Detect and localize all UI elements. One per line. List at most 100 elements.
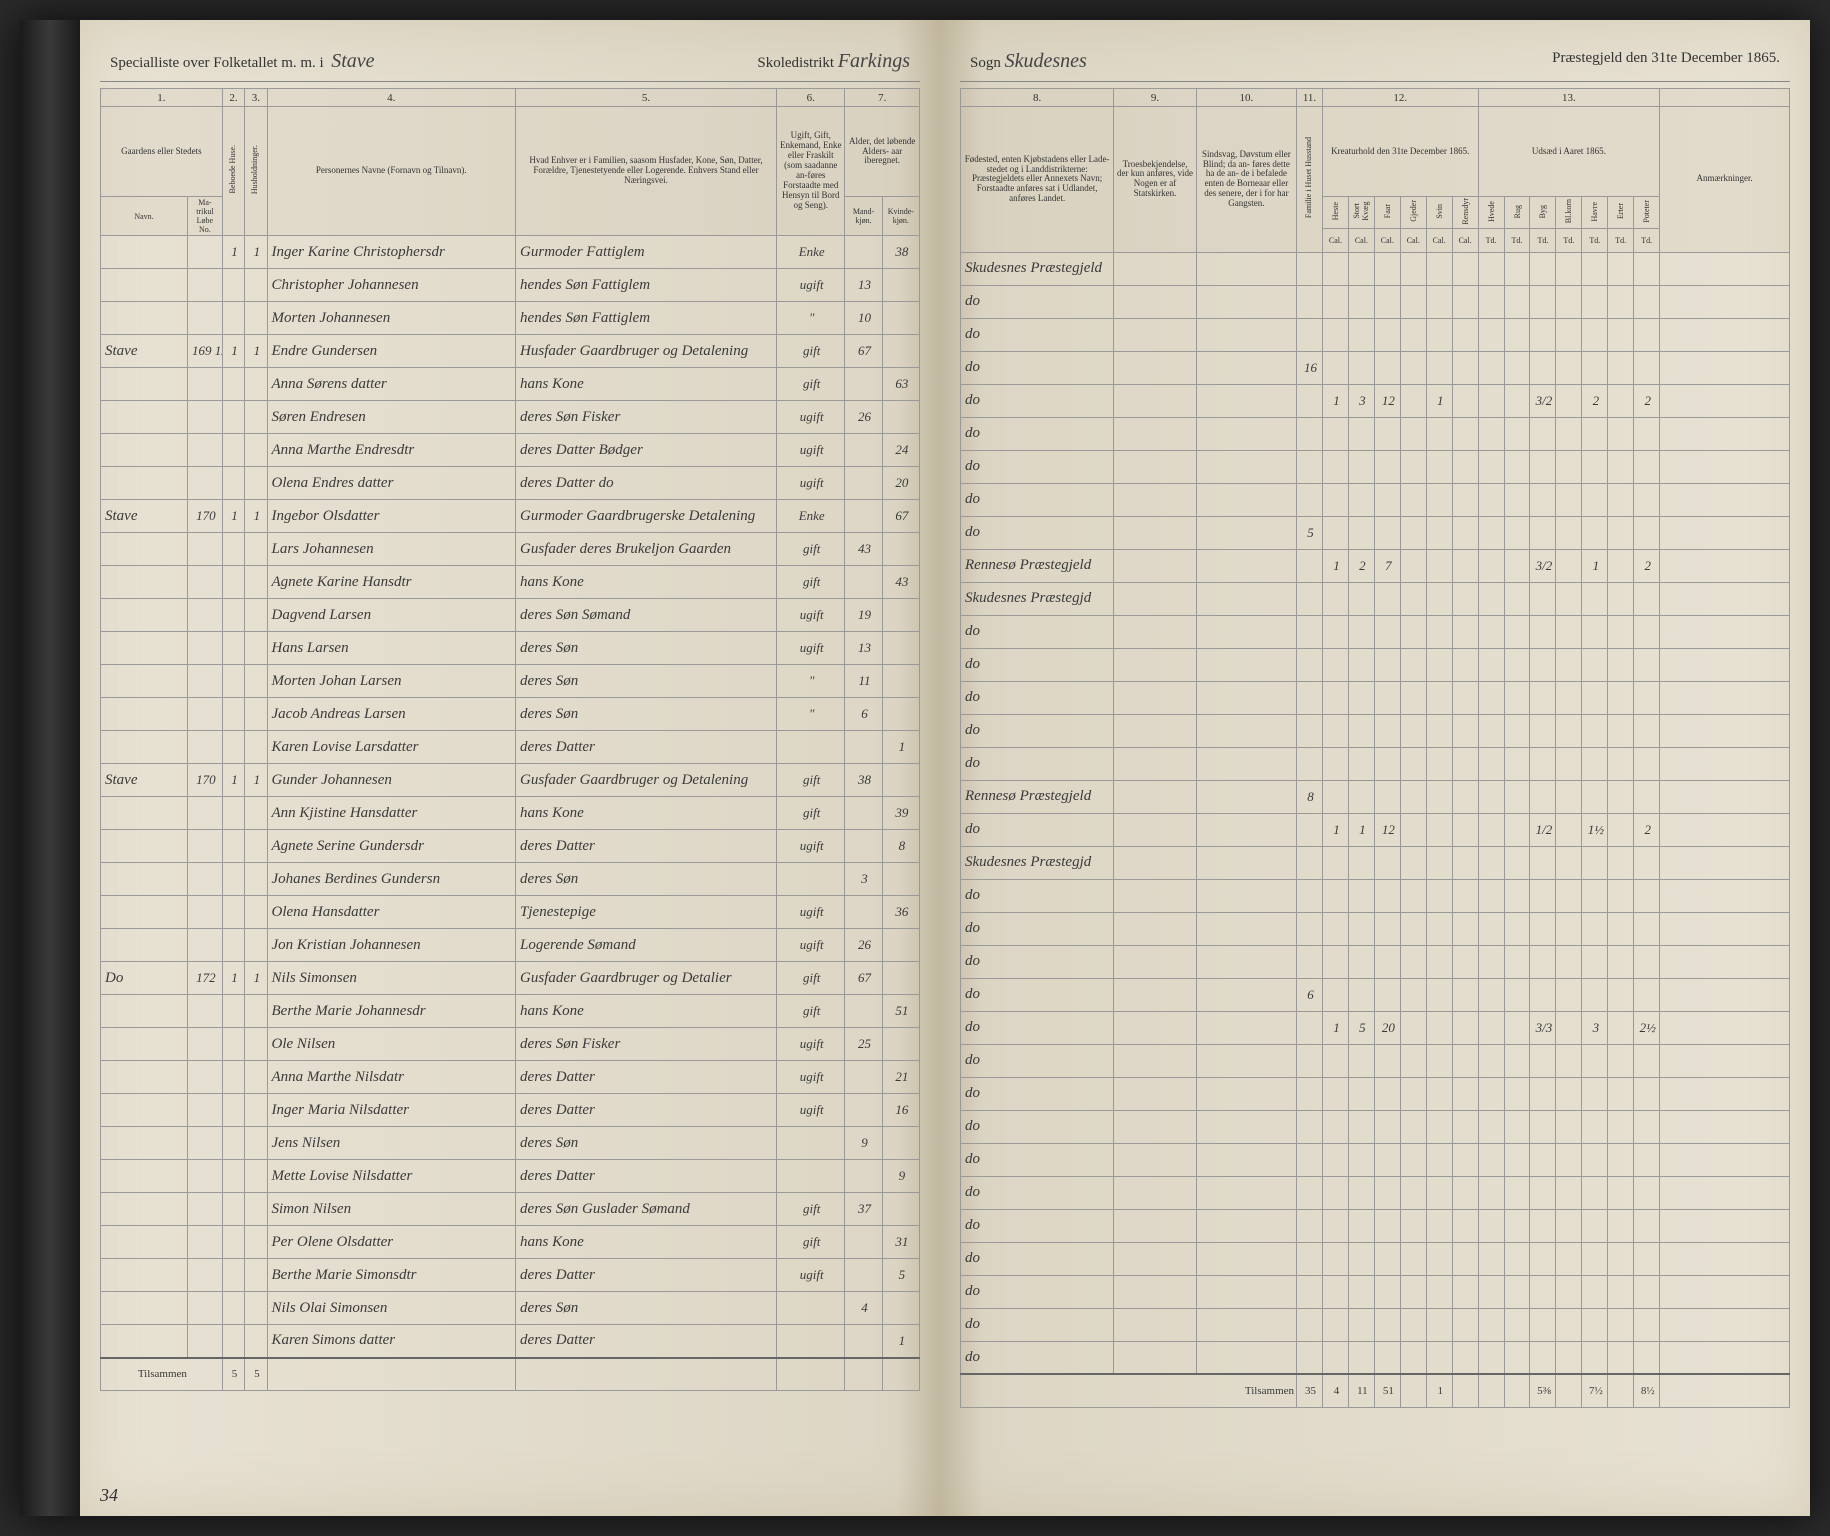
- cell-rel: deres Søn Guslader Sømand: [516, 1193, 777, 1226]
- head-10: Sindsvag, Døvstum eller Blind; da an- fø…: [1196, 107, 1296, 253]
- cell-c9: 3/3: [1530, 1011, 1556, 1044]
- cell-age-k: 63: [882, 368, 919, 401]
- h12d: Gjeder: [1400, 197, 1426, 229]
- cell-faith: [1114, 1176, 1197, 1209]
- cell-c11: [1582, 516, 1608, 549]
- cell-remark: [1660, 615, 1790, 648]
- cell-hh: [245, 995, 267, 1028]
- cell-faith: [1114, 450, 1197, 483]
- cell-c4: [1400, 1209, 1426, 1242]
- cell-c13: [1634, 252, 1660, 285]
- cell-age-k: [882, 269, 919, 302]
- cell-c3: 20: [1374, 1011, 1400, 1044]
- cell-c6: [1452, 483, 1478, 516]
- cell-c6: [1452, 285, 1478, 318]
- cell-cond: [1196, 1044, 1296, 1077]
- cell-birth: do: [961, 1275, 1114, 1308]
- cell-c10: [1556, 978, 1582, 1011]
- cell-rel: deres Datter do: [516, 467, 777, 500]
- table-row: Lars JohannesenGusfader deres Brukeljon …: [101, 533, 920, 566]
- cell-stat: gift: [777, 1226, 845, 1259]
- cell-hh: [245, 1193, 267, 1226]
- cell-remark: [1660, 1275, 1790, 1308]
- cell-c9: [1530, 1275, 1556, 1308]
- cell-cond: [1196, 780, 1296, 813]
- cell-age-k: [882, 1292, 919, 1325]
- cell-c6: [1452, 1011, 1478, 1044]
- cell-c4: [1400, 1077, 1426, 1110]
- cell-name: Morten Johannesen: [267, 302, 516, 335]
- book-binding: [20, 20, 80, 1516]
- cell-age-m: [845, 368, 882, 401]
- cell-c11: 1: [1582, 549, 1608, 582]
- cell-faith: [1114, 846, 1197, 879]
- cell-hh: [245, 401, 267, 434]
- cell-c10: [1556, 1209, 1582, 1242]
- cell-age-k: [882, 401, 919, 434]
- cell-c0: [1297, 1044, 1323, 1077]
- footer-label: Tilsammen: [101, 1358, 223, 1391]
- cell-h: [222, 1292, 244, 1325]
- cell-c10: [1556, 351, 1582, 384]
- cell-age-m: [845, 236, 882, 269]
- col-5: 5.: [516, 89, 777, 107]
- cell-hh: [245, 830, 267, 863]
- cell-c9: [1530, 780, 1556, 813]
- cell-c4: [1400, 1341, 1426, 1374]
- cell-stat: ": [777, 698, 845, 731]
- col-3: 3.: [245, 89, 267, 107]
- cell-rel: deres Søn Fisker: [516, 1028, 777, 1061]
- cell-c7: [1478, 450, 1504, 483]
- cell-birth: do: [961, 516, 1114, 549]
- cell-hh: [245, 698, 267, 731]
- cell-faith: [1114, 813, 1197, 846]
- head-13: Udsæd i Aaret 1865.: [1478, 107, 1660, 197]
- cell-c6: [1452, 1077, 1478, 1110]
- cell-name: Anna Marthe Nilsdatr: [267, 1061, 516, 1094]
- cell-c5: [1426, 483, 1452, 516]
- h12e: Svin: [1426, 197, 1452, 229]
- cell-c8: [1504, 450, 1530, 483]
- cell-c2: 3: [1348, 384, 1374, 417]
- cell-age-k: 16: [882, 1094, 919, 1127]
- sub-m: Mand- kjøn.: [845, 197, 882, 236]
- cell-c11: [1582, 285, 1608, 318]
- cell-remark: [1660, 1044, 1790, 1077]
- cell-c7: [1478, 516, 1504, 549]
- cell-c12: [1608, 384, 1634, 417]
- cell-rel: Logerende Sømand: [516, 929, 777, 962]
- sogn-value: Skudesnes: [1005, 50, 1087, 72]
- cell-hh: [245, 1028, 267, 1061]
- cell-hh: [245, 797, 267, 830]
- cell-c0: [1297, 483, 1323, 516]
- left-table: 1. 2. 3. 4. 5. 6. 7. Gaardens eller Sted…: [100, 88, 920, 1391]
- cell-c2: [1348, 1209, 1374, 1242]
- cell-c8: [1504, 945, 1530, 978]
- cell-c3: 7: [1374, 549, 1400, 582]
- cell-c8: [1504, 384, 1530, 417]
- cell-rel: deres Datter: [516, 1160, 777, 1193]
- cell-c9: [1530, 351, 1556, 384]
- table-row: do: [961, 285, 1790, 318]
- table-row: Jon Kristian JohannesenLogerende Sømandu…: [101, 929, 920, 962]
- page-number: 34: [100, 1485, 118, 1506]
- cell-remark: [1660, 582, 1790, 615]
- cell-c7: [1478, 318, 1504, 351]
- cell-rel: deres Søn: [516, 863, 777, 896]
- cell-c10: [1556, 1242, 1582, 1275]
- table-row: do: [961, 1143, 1790, 1176]
- cell-c10: [1556, 912, 1582, 945]
- h13a: Hvede: [1478, 197, 1504, 229]
- sub-mno: Ma- trikul Løbe No.: [187, 197, 222, 236]
- cell-gaard: [101, 302, 188, 335]
- cell-faith: [1114, 318, 1197, 351]
- cell-c11: [1582, 879, 1608, 912]
- table-row: Nils Olai Simonsenderes Søn4: [101, 1292, 920, 1325]
- cell-c5: [1426, 1011, 1452, 1044]
- cell-mno: [187, 368, 222, 401]
- cell-c0: [1297, 582, 1323, 615]
- cell-birth: do: [961, 450, 1114, 483]
- table-row: Mette Lovise Nilsdatterderes Datter9: [101, 1160, 920, 1193]
- cell-c6: [1452, 714, 1478, 747]
- cell-c8: [1504, 483, 1530, 516]
